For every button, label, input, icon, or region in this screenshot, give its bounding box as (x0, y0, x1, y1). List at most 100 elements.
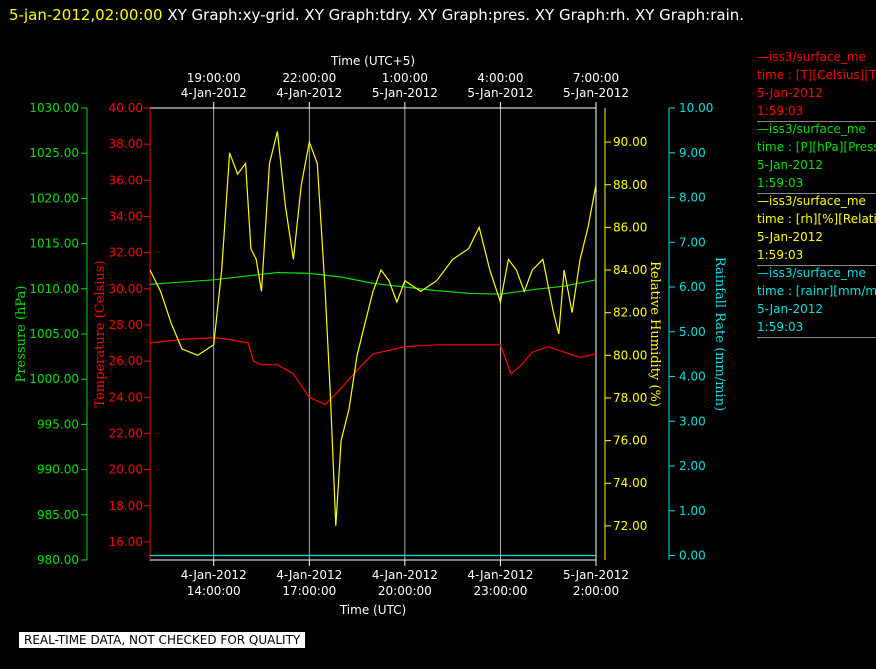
legend-entry-line1: —iss3/surface_me (757, 266, 866, 280)
temperature-tick-label: 40.00 (109, 101, 143, 115)
temperature-tick-label: 34.00 (109, 209, 143, 223)
pressure-tick-label: 1005.00 (29, 327, 79, 341)
rh-tick-label: 84.00 (613, 263, 647, 277)
temperature-tick-label: 28.00 (109, 318, 143, 332)
pressure-tick-label: 985.00 (37, 508, 79, 522)
pressure-tick-label: 1025.00 (29, 146, 79, 160)
x-tick-label-bottom-time: 20:00:00 (378, 584, 432, 598)
temperature-tick-label: 22.00 (109, 426, 143, 440)
x-tick-label-bottom-date: 4-Jan-2012 (467, 568, 533, 582)
x-tick-label-bottom-time: 23:00:00 (473, 584, 527, 598)
rain-tick-label: 10.00 (679, 101, 713, 115)
pressure-tick-label: 1000.00 (29, 372, 79, 386)
temperature-tick-label: 38.00 (109, 137, 143, 151)
legend-entry-line4: 1:59:03 (757, 104, 804, 118)
pressure-axis-label: Pressure (hPa) (14, 286, 29, 383)
temperature-tick-label: 20.00 (109, 463, 143, 477)
x-tick-label-bottom-time: 14:00:00 (187, 584, 241, 598)
series-line-rh (149, 131, 597, 526)
pressure-tick-label: 995.00 (37, 417, 79, 431)
x-tick-label-top-date: 5-Jan-2012 (467, 86, 533, 100)
rh-tick-label: 82.00 (613, 306, 647, 320)
rh-tick-label: 76.00 (613, 434, 647, 448)
pressure-tick-label: 1020.00 (29, 191, 79, 205)
x-tick-label-top-time: 7:00:00 (573, 71, 619, 85)
temperature-axis-label: Temperature (Celsius) (93, 260, 108, 407)
legend-entry-line2: time : [rh][%][Relati (757, 212, 876, 226)
temperature-tick-label: 32.00 (109, 246, 143, 260)
x-tick-label-top-time: 1:00:00 (382, 71, 428, 85)
temperature-tick-label: 36.00 (109, 173, 143, 187)
x-tick-label-top-date: 4-Jan-2012 (181, 86, 247, 100)
x-tick-label-top-time: 19:00:00 (187, 71, 241, 85)
x-tick-label-bottom-time: 2:00:00 (573, 584, 619, 598)
legend-entry-line1: —iss3/surface_me (757, 122, 866, 136)
title-date: 5-jan-2012,02:00:00 (9, 6, 163, 24)
pressure-tick-label: 980.00 (37, 553, 79, 567)
rh-axis-label: Relative Humidity (%) (647, 261, 662, 407)
rain-tick-label: 4.00 (679, 370, 706, 384)
x-tick-label-top-date: 4-Jan-2012 (276, 86, 342, 100)
rain-tick-label: 8.00 (679, 191, 706, 205)
rh-tick-label: 78.00 (613, 391, 647, 405)
rain-tick-label: 3.00 (679, 414, 706, 428)
pressure-tick-label: 990.00 (37, 463, 79, 477)
x-tick-label-top-time: 4:00:00 (477, 71, 523, 85)
x-axis-label-bottom: Time (UTC) (339, 603, 406, 617)
series-line-T (149, 336, 597, 406)
rh-tick-label: 88.00 (613, 178, 647, 192)
rh-tick-label: 86.00 (613, 220, 647, 234)
rain-tick-label: 5.00 (679, 325, 706, 339)
legend-entry-line4: 1:59:03 (757, 320, 804, 334)
rain-tick-label: 1.00 (679, 504, 706, 518)
legend-separator (757, 337, 876, 338)
legend-separator (757, 121, 876, 122)
legend-entry-line2: time : [P][hPa][Press (757, 140, 876, 154)
rain-tick-label: 0.00 (679, 549, 706, 563)
legend-entry-line2: time : [rainr][mm/mi (757, 284, 876, 298)
rain-tick-label: 7.00 (679, 235, 706, 249)
title-graphs: XY Graph:xy-grid. XY Graph:tdry. XY Grap… (167, 6, 745, 24)
x-tick-label-bottom-date: 4-Jan-2012 (181, 568, 247, 582)
rain-axis-label: Rainfall Rate (mm/min) (712, 257, 727, 411)
rain-tick-label: 2.00 (679, 459, 706, 473)
temperature-tick-label: 26.00 (109, 354, 143, 368)
x-tick-label-bottom-date: 4-Jan-2012 (372, 568, 438, 582)
series-line-P (149, 271, 597, 295)
pressure-tick-label: 1030.00 (29, 101, 79, 115)
x-tick-label-bottom-time: 17:00:00 (282, 584, 336, 598)
legend-entry-line3: 5-Jan-2012 (757, 230, 823, 244)
rain-tick-label: 9.00 (679, 146, 706, 160)
rh-tick-label: 90.00 (613, 135, 647, 149)
legend-entry-line3: 5-Jan-2012 (757, 302, 823, 316)
legend-entry-line4: 1:59:03 (757, 176, 804, 190)
plot-frame (149, 107, 597, 561)
legend-separator (757, 193, 876, 194)
rh-tick-label: 80.00 (613, 348, 647, 362)
rain-tick-label: 6.00 (679, 280, 706, 294)
chart-title: 5-jan-2012,02:00:00 XY Graph:xy-grid. XY… (9, 6, 744, 24)
x-tick-label-top-date: 5-Jan-2012 (372, 86, 438, 100)
x-axis-label-top: Time (UTC+5) (330, 54, 415, 68)
pressure-tick-label: 1015.00 (29, 237, 79, 251)
quality-disclaimer: REAL-TIME DATA, NOT CHECKED FOR QUALITY (19, 632, 306, 648)
legend-entry-line4: 1:59:03 (757, 248, 804, 262)
legend-entry-line1: —iss3/surface_me (757, 50, 866, 64)
pressure-tick-label: 1010.00 (29, 282, 79, 296)
rh-tick-label: 74.00 (613, 476, 647, 490)
legend-separator (757, 265, 876, 266)
legend-entry-line3: 5-Jan-2012 (757, 86, 823, 100)
x-tick-label-bottom-date: 5-Jan-2012 (563, 568, 629, 582)
legend-entry-line3: 5-Jan-2012 (757, 158, 823, 172)
temperature-tick-label: 24.00 (109, 390, 143, 404)
legend-entry-line2: time : [T][Celsius][T (757, 68, 876, 82)
rh-tick-label: 72.00 (613, 519, 647, 533)
legend-entry-line1: —iss3/surface_me (757, 194, 866, 208)
x-tick-label-top-time: 22:00:00 (282, 71, 336, 85)
temperature-tick-label: 18.00 (109, 499, 143, 513)
